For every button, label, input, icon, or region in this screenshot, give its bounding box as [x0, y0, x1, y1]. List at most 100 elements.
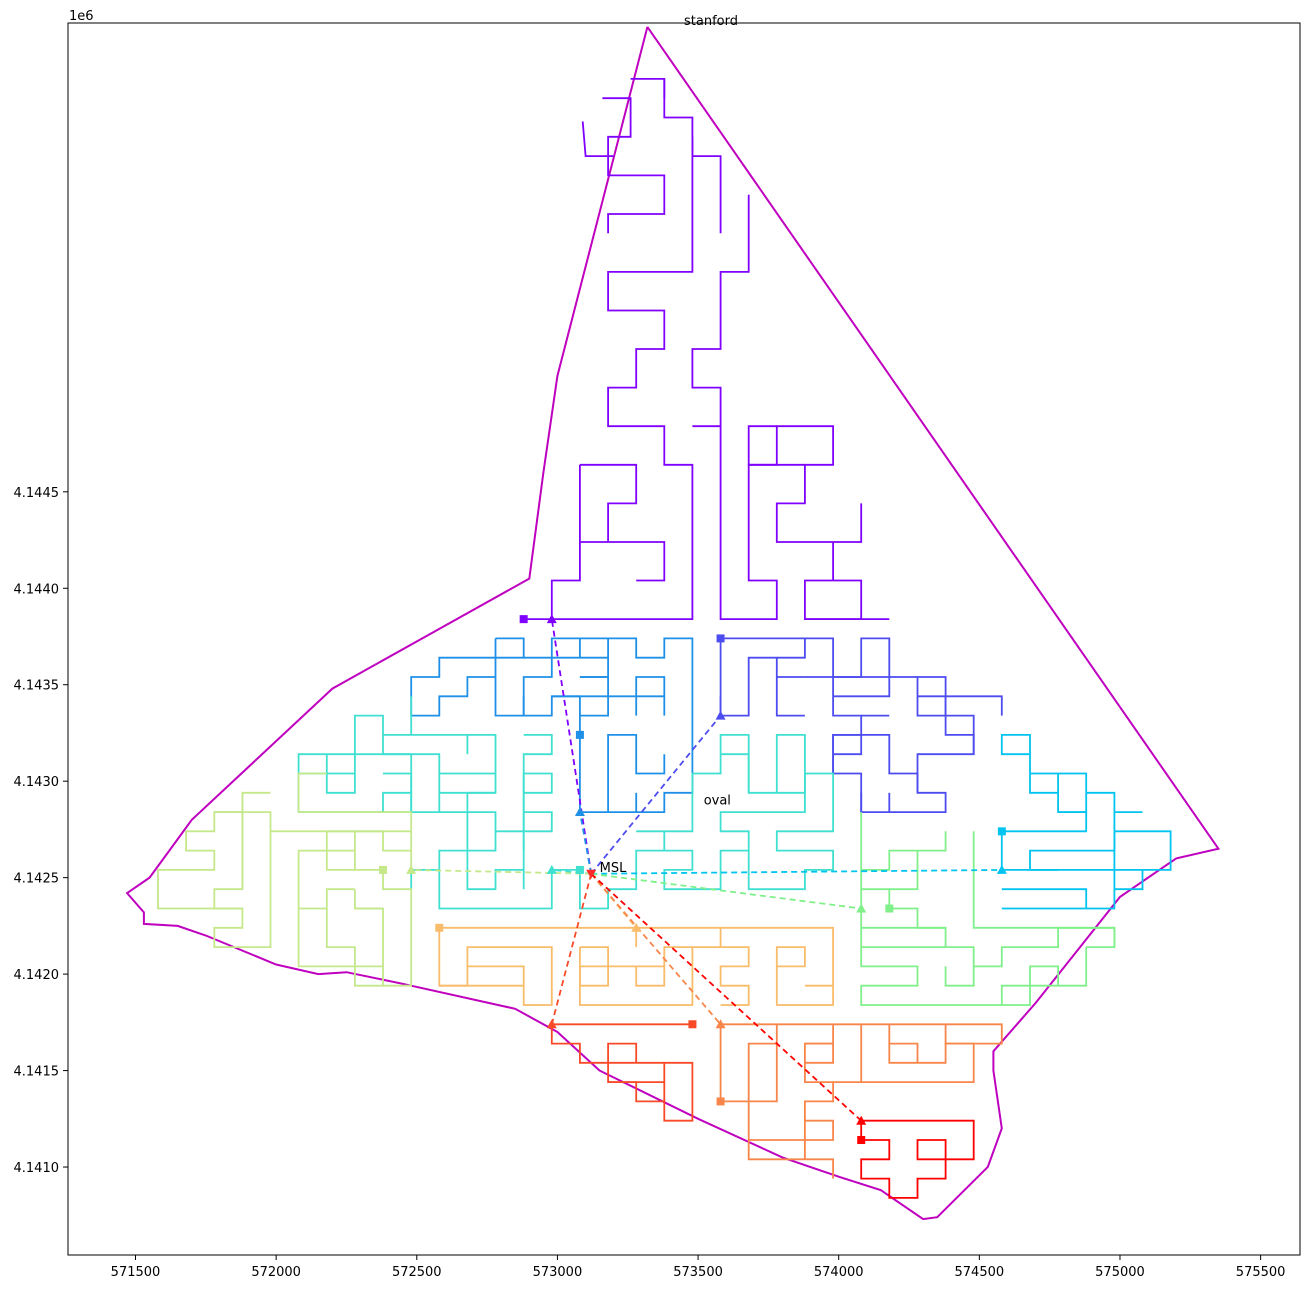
route-series-2 [410, 637, 694, 813]
x-tick-label: 574500 [955, 1265, 1005, 1280]
route-path [804, 1024, 834, 1045]
route-path [860, 1119, 975, 1199]
y-tick-label: 4.1420 [14, 968, 60, 983]
route-path [691, 194, 750, 427]
route-path [1113, 811, 1143, 890]
route-path [804, 637, 975, 755]
route-path [550, 1023, 694, 1122]
triangle-marker [856, 1115, 867, 1125]
x-tick-label: 575500 [1236, 1265, 1286, 1280]
route-path [832, 734, 919, 813]
route-path [1000, 734, 1088, 833]
dashed-link [590, 873, 862, 1122]
route-path [719, 1023, 1003, 1102]
route-path [438, 849, 580, 910]
route-series-10 [860, 1119, 975, 1199]
route-path [579, 656, 609, 678]
dashed-link [590, 873, 722, 1025]
annotation-label: stanford [684, 14, 738, 29]
route-path [860, 831, 947, 890]
route-path [550, 464, 581, 620]
center-marker [586, 869, 597, 879]
route-path [579, 946, 694, 1006]
route-path [354, 869, 413, 987]
route-path [607, 734, 666, 813]
y-tick-label: 4.1410 [14, 1161, 60, 1176]
route-path [495, 637, 525, 659]
y-tick-label: 4.1435 [14, 679, 60, 694]
route-path [579, 946, 666, 987]
route-path [889, 907, 919, 928]
route-path [325, 888, 355, 909]
route-path [747, 425, 805, 466]
route-path [579, 676, 666, 698]
triangle-marker [546, 1019, 557, 1029]
square-marker [716, 1097, 725, 1106]
triangle-marker [996, 864, 1007, 874]
annotation-label: oval [704, 793, 731, 808]
route-path [353, 830, 412, 871]
route-path [522, 772, 553, 832]
route-series-7 [438, 926, 834, 1006]
square-marker [575, 730, 584, 739]
route-path [353, 889, 383, 910]
route-path [888, 1024, 919, 1063]
route-path [748, 1042, 834, 1141]
route-path [944, 966, 975, 987]
route-series-3 [1000, 734, 1172, 910]
route-path [297, 772, 413, 870]
y-tick-label: 4.1415 [14, 1065, 60, 1080]
route-path [353, 965, 383, 987]
dashed-link [551, 869, 592, 875]
campus-boundary [125, 26, 1221, 1221]
route-path [1058, 947, 1088, 987]
route-path [1029, 830, 1172, 910]
dashed-link [591, 872, 862, 910]
square-marker [885, 904, 894, 913]
square-marker [688, 1020, 697, 1029]
route-path [1058, 772, 1088, 813]
square-marker [519, 615, 528, 624]
route-path [860, 927, 1059, 1006]
x-tick-label: 573000 [533, 1265, 583, 1280]
route-path [602, 97, 666, 234]
y-tick-label: 4.1425 [14, 872, 60, 887]
y-tick-label: 4.1440 [14, 582, 60, 597]
x-tick-label: 574000 [814, 1265, 864, 1280]
route-path [522, 734, 553, 851]
route-path [438, 927, 553, 1006]
y-tick-label: 4.1445 [14, 486, 60, 501]
route-path [157, 811, 243, 910]
x-tick-label: 572500 [392, 1265, 442, 1280]
axes: 571500 572000 572500 573000 573500 574000 5745… [14, 22, 1301, 1280]
x-tick-label: 571500 [111, 1265, 161, 1280]
square-marker [997, 827, 1006, 836]
axes-frame [67, 22, 1301, 1256]
square-marker [857, 1136, 866, 1145]
route-path [691, 136, 722, 234]
triangle-marker [546, 864, 557, 874]
route-series-4 [297, 696, 834, 910]
route-path [833, 676, 891, 698]
route-path [581, 121, 614, 158]
route-path [692, 946, 750, 1006]
data-layer: stanford oval MSL [125, 14, 1221, 1221]
route-path [692, 425, 863, 620]
y-offset-label: 1e6 [69, 9, 94, 24]
triangle-marker [631, 922, 642, 932]
route-path [917, 676, 947, 716]
route-path [860, 695, 975, 813]
route-series-6 [157, 772, 413, 987]
route-path [945, 695, 1003, 716]
route-path [213, 811, 272, 948]
square-marker [379, 865, 388, 874]
route-path [889, 850, 919, 891]
route-path [522, 637, 581, 735]
route-series-8 [719, 1023, 1003, 1179]
route-path [1086, 791, 1116, 813]
route-path [439, 926, 834, 1006]
dashed-link [590, 715, 722, 875]
route-path [579, 734, 806, 910]
route-path [1001, 888, 1088, 910]
